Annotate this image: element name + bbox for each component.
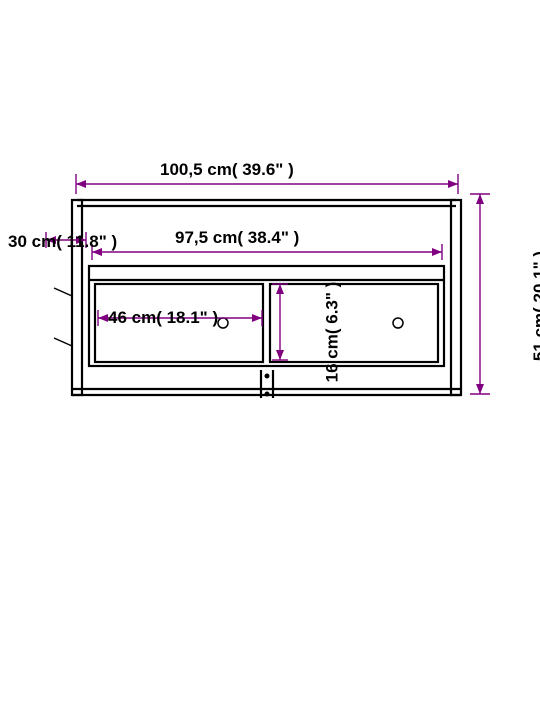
- label-depth: 30 cm( 11.8" ): [8, 232, 117, 252]
- dimension-diagram: [0, 0, 540, 720]
- label-top-width: 100,5 cm( 39.6" ): [160, 160, 294, 180]
- label-inner-width: 97,5 cm( 38.4" ): [175, 228, 299, 248]
- label-total-height: 51 cm( 20.1" ): [530, 251, 540, 361]
- label-drawer-width: 46 cm( 18.1" ): [108, 308, 218, 328]
- label-drawer-height: 16 cm( 6.3" ): [322, 282, 342, 383]
